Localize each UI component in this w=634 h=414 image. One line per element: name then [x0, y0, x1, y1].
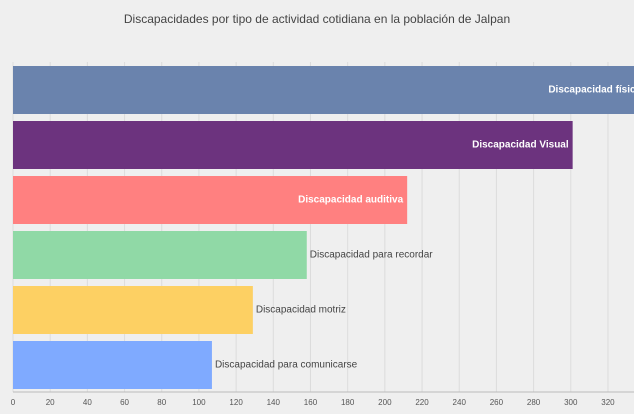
bar-label: Discapacidad Visual — [472, 140, 569, 151]
bar — [13, 66, 634, 114]
x-tick-label: 20 — [46, 398, 55, 407]
chart-title: Discapacidades por tipo de actividad cot… — [124, 12, 510, 26]
x-tick-label: 180 — [341, 398, 355, 407]
bar-label: Discapacidad motriz — [256, 305, 346, 316]
x-tick-label: 100 — [192, 398, 206, 407]
x-tick-label: 240 — [453, 398, 467, 407]
bar-label: Discapacidad para recordar — [310, 250, 434, 261]
x-tick-label: 120 — [229, 398, 243, 407]
x-tick-label: 300 — [564, 398, 578, 407]
x-tick-label: 40 — [83, 398, 92, 407]
bar — [13, 176, 408, 224]
bar — [13, 121, 573, 169]
bar-label: Discapacidad auditiva — [298, 195, 403, 206]
x-tick-label: 160 — [304, 398, 318, 407]
x-tick-label: 320 — [601, 398, 615, 407]
x-tick-label: 220 — [415, 398, 429, 407]
x-tick-label: 260 — [490, 398, 504, 407]
bar-label: Discapacidad física — [548, 85, 634, 96]
bar — [13, 231, 307, 279]
bar-label: Discapacidad para comunicarse — [215, 360, 358, 371]
x-tick-label: 200 — [378, 398, 392, 407]
bar — [13, 286, 253, 334]
x-tick-label: 60 — [120, 398, 129, 407]
x-tick-label: 140 — [267, 398, 281, 407]
grid — [12, 62, 609, 392]
x-tick-label: 80 — [157, 398, 166, 407]
bar — [13, 341, 212, 389]
x-tick-label: 280 — [527, 398, 541, 407]
x-tick-label: 0 — [11, 398, 16, 407]
